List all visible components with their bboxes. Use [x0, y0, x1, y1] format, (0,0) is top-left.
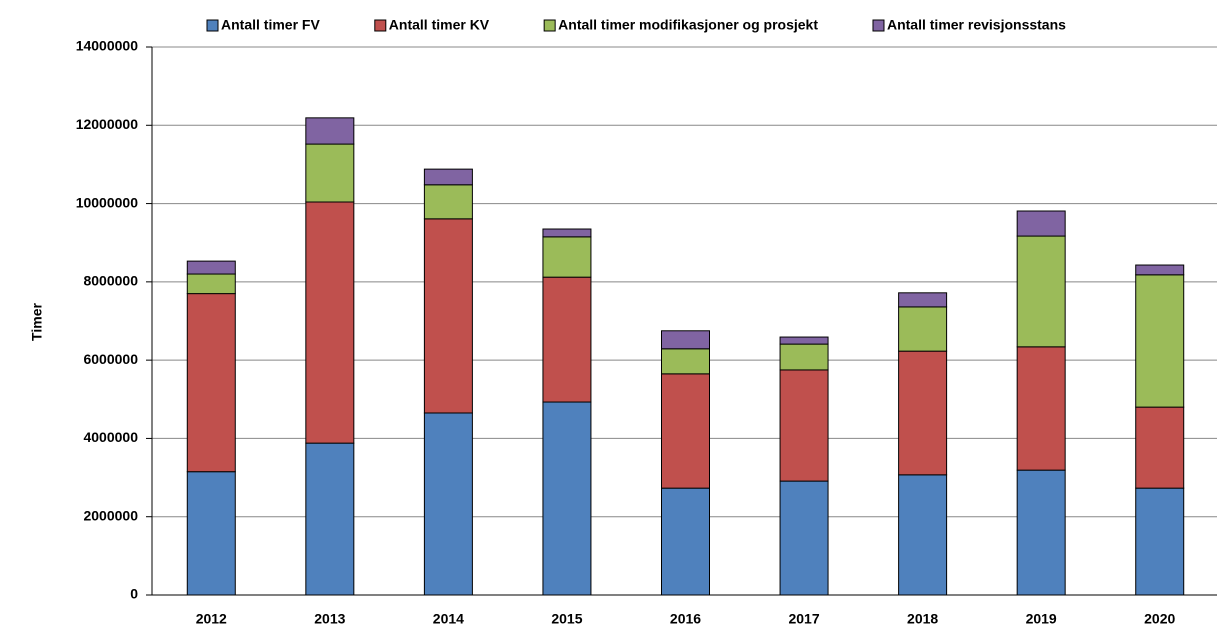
- bar-segment: [1135, 487, 1185, 596]
- bar-segment: [305, 201, 355, 444]
- bar-segment: [661, 330, 710, 350]
- y-tick-label: 14000000: [76, 38, 139, 54]
- x-tick-label: 2015: [551, 611, 582, 627]
- bar-segment: [542, 276, 592, 403]
- y-tick-label: 2000000: [83, 507, 138, 523]
- bar-segment: [542, 236, 592, 278]
- bar-segment: [898, 350, 948, 476]
- bar-segment: [305, 117, 355, 145]
- legend-label: Antall timer KV: [389, 17, 490, 33]
- bar-segment: [1016, 469, 1066, 596]
- bar-segment: [1135, 274, 1185, 408]
- bar-segment: [779, 343, 829, 371]
- legend-swatch: [543, 19, 556, 32]
- legend-label: Antall timer revisjonsstans: [887, 17, 1066, 33]
- x-tick-label: 2020: [1144, 611, 1175, 627]
- bar-segment: [661, 348, 710, 375]
- bar-segment: [661, 373, 710, 489]
- bar-segment: [1135, 264, 1185, 276]
- bar-segment: [423, 218, 473, 414]
- bar-segment: [779, 336, 829, 345]
- bar-segment: [898, 474, 948, 596]
- bar-segment: [423, 168, 473, 186]
- bar-segment: [305, 143, 355, 203]
- bar-segment: [1016, 210, 1066, 237]
- bar-segment: [423, 412, 473, 596]
- bar-segment: [423, 184, 473, 220]
- x-tick-label: 2012: [196, 611, 227, 627]
- bar-segment: [542, 401, 592, 596]
- bar-segment: [186, 293, 236, 473]
- y-axis-label: Timer: [29, 303, 45, 341]
- x-tick-label: 2019: [1026, 611, 1057, 627]
- x-tick-label: 2017: [788, 611, 819, 627]
- bar-segment: [305, 442, 355, 596]
- bar-segment: [186, 273, 236, 295]
- y-tick-label: 12000000: [76, 116, 139, 132]
- bar-segment: [898, 292, 948, 308]
- x-tick-label: 2013: [314, 611, 345, 627]
- bar-segment: [1016, 235, 1066, 348]
- x-tick-label: 2016: [670, 611, 701, 627]
- bar-segment: [1135, 406, 1185, 489]
- bar-segment: [1016, 346, 1066, 471]
- x-tick-label: 2018: [907, 611, 938, 627]
- bar-segment: [186, 471, 236, 596]
- x-tick-label: 2014: [433, 611, 464, 627]
- legend-swatch: [872, 19, 885, 32]
- bar-segment: [779, 480, 829, 596]
- bar-segment: [661, 487, 710, 596]
- y-tick-label: 10000000: [76, 194, 139, 210]
- legend-label: Antall timer modifikasjoner og prosjekt: [558, 17, 818, 33]
- legend-label: Antall timer FV: [221, 17, 320, 33]
- bar-segment: [542, 228, 592, 238]
- legend-swatch: [206, 19, 219, 32]
- bar-segment: [186, 260, 236, 275]
- y-tick-label: 8000000: [83, 273, 138, 289]
- y-tick-label: 0: [130, 586, 138, 602]
- legend-swatch: [374, 19, 387, 32]
- y-tick-label: 4000000: [83, 429, 138, 445]
- bar-segment: [779, 369, 829, 482]
- y-tick-label: 6000000: [83, 351, 138, 367]
- bar-segment: [898, 306, 948, 352]
